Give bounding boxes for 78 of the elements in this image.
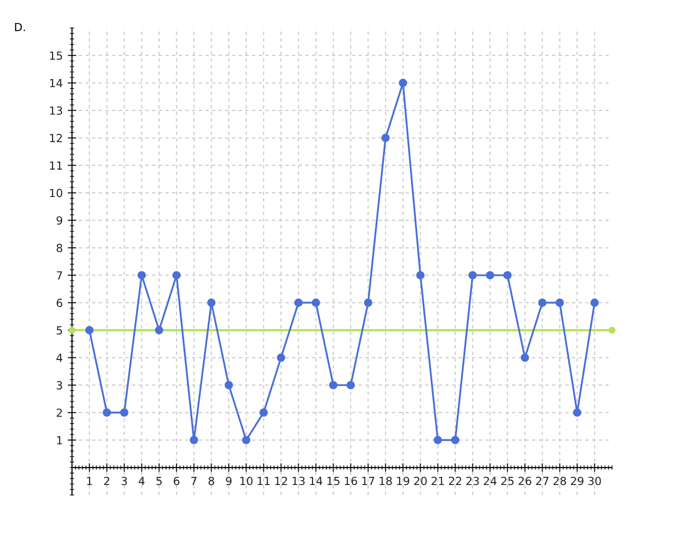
- y-tick-label: 3: [56, 381, 62, 390]
- x-tick-label: 4: [138, 476, 145, 485]
- point: [207, 298, 216, 307]
- x-tick-label: 22: [448, 476, 462, 485]
- y-tick-label: 1: [57, 436, 62, 444]
- point: [590, 298, 599, 307]
- x-tick-label: 6: [174, 476, 180, 486]
- y-tick-label: 15: [50, 52, 62, 60]
- x-tick-label: 3: [122, 476, 127, 486]
- x-tick-label: 14: [310, 476, 322, 485]
- x-tick-label: 9: [226, 476, 232, 486]
- point: [242, 436, 250, 444]
- point: [520, 353, 530, 362]
- point: [398, 78, 408, 88]
- point: [85, 326, 94, 334]
- y-tick-label: 5: [56, 326, 62, 335]
- x-tick-label: 1: [87, 476, 92, 485]
- x-tick-label: 26: [518, 476, 532, 486]
- point: [346, 380, 355, 390]
- y-tick-label: 9: [56, 216, 62, 225]
- x-tick-label: 11: [258, 476, 270, 485]
- y-tick-label: 4: [56, 354, 62, 362]
- x-tick-label: 7: [191, 476, 197, 485]
- x-tick-label: 23: [466, 476, 479, 486]
- y-tick-label: 7: [56, 271, 62, 280]
- point: [364, 298, 372, 307]
- point: [329, 380, 338, 390]
- point: [154, 326, 164, 334]
- point: [138, 271, 146, 280]
- y-tick-label: 12: [50, 134, 62, 142]
- x-tick-label: 29: [570, 476, 584, 486]
- x-tick-label: 16: [344, 476, 358, 486]
- point: [259, 408, 268, 417]
- point: [434, 436, 442, 444]
- x-tick-label: 10: [240, 476, 253, 486]
- x-tick-label: 27: [536, 476, 548, 485]
- point: [190, 436, 198, 444]
- x-tick-label: 19: [397, 476, 410, 486]
- point: [572, 408, 582, 417]
- x-tick-label: 18: [380, 476, 392, 486]
- x-tick-label: 13: [292, 476, 305, 486]
- y-tick-label: 14: [50, 79, 62, 88]
- point: [172, 271, 181, 280]
- x-tick-label: 30: [588, 476, 601, 486]
- point: [312, 298, 320, 307]
- point: [381, 134, 390, 142]
- x-tick-label: 28: [553, 476, 566, 486]
- x-tick-label: 12: [275, 476, 287, 485]
- x-tick-label: 21: [432, 476, 444, 485]
- x-tick-label: 2: [104, 476, 110, 485]
- point: [503, 271, 512, 280]
- point: [224, 380, 233, 390]
- x-tick-label: 5: [156, 476, 162, 486]
- x-tick-label: 20: [414, 476, 427, 486]
- x-tick-label: 17: [362, 476, 374, 485]
- x-tick-label: 25: [501, 476, 514, 486]
- y-tick-label: 10: [50, 188, 62, 198]
- point: [468, 271, 477, 280]
- point: [276, 353, 286, 362]
- point: [538, 298, 546, 307]
- point: [416, 271, 425, 280]
- point: [451, 436, 460, 444]
- x-tick-label: 24: [484, 476, 497, 485]
- y-tick-label: 2: [56, 408, 62, 417]
- x-tick-label: 15: [327, 476, 340, 486]
- y-tick-label: 11: [50, 161, 62, 170]
- chart-title: D.: [15, 22, 25, 32]
- point: [68, 326, 76, 334]
- point: [556, 298, 564, 307]
- x-tick-label: 8: [208, 476, 214, 486]
- y-tick-label: 13: [50, 106, 62, 115]
- point: [102, 408, 112, 417]
- point: [294, 298, 303, 307]
- point: [120, 408, 128, 417]
- point: [486, 271, 494, 280]
- point: [608, 326, 616, 334]
- y-tick-label: 6: [56, 298, 62, 308]
- y-tick-label: 8: [56, 244, 62, 252]
